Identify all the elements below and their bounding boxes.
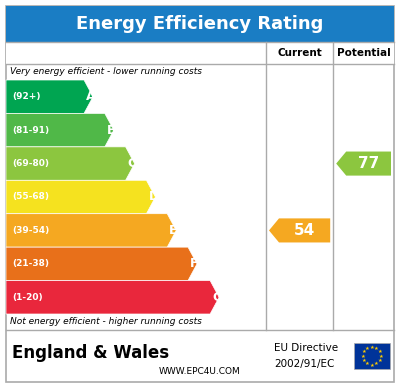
Text: (92+): (92+) — [12, 92, 40, 101]
Text: ★: ★ — [378, 349, 382, 354]
Text: ★: ★ — [379, 353, 383, 359]
Polygon shape — [6, 247, 197, 281]
Polygon shape — [6, 281, 219, 314]
Text: Potential: Potential — [337, 48, 390, 58]
Bar — [6, 6, 394, 42]
Text: WWW.EPC4U.COM: WWW.EPC4U.COM — [159, 367, 241, 376]
Text: (21-38): (21-38) — [12, 259, 49, 268]
Text: D: D — [148, 191, 159, 203]
Text: F: F — [190, 257, 198, 270]
Text: ★: ★ — [378, 358, 382, 363]
Text: England & Wales: England & Wales — [12, 344, 169, 362]
Text: ★: ★ — [365, 361, 370, 366]
Polygon shape — [336, 152, 391, 176]
Text: ★: ★ — [370, 345, 374, 350]
Polygon shape — [6, 80, 93, 113]
Polygon shape — [6, 113, 114, 147]
Text: Current: Current — [277, 48, 322, 58]
Text: ★: ★ — [365, 346, 370, 351]
Polygon shape — [6, 180, 155, 214]
Text: ★: ★ — [361, 353, 365, 359]
Bar — [6, 42, 394, 64]
Text: ★: ★ — [374, 361, 379, 366]
Polygon shape — [269, 218, 330, 242]
Text: (69-80): (69-80) — [12, 159, 49, 168]
Text: ★: ★ — [362, 358, 366, 363]
Text: ★: ★ — [362, 349, 366, 354]
Text: E: E — [169, 224, 178, 237]
Text: (1-20): (1-20) — [12, 293, 43, 302]
Text: ★: ★ — [374, 346, 379, 351]
Text: C: C — [128, 157, 137, 170]
Text: ★: ★ — [370, 362, 374, 367]
Text: A: A — [86, 90, 96, 103]
Text: EU Directive: EU Directive — [274, 343, 338, 353]
Text: 54: 54 — [294, 223, 315, 238]
Text: Energy Efficiency Rating: Energy Efficiency Rating — [76, 15, 324, 33]
Text: B: B — [107, 124, 116, 137]
Polygon shape — [6, 147, 135, 180]
Text: (39-54): (39-54) — [12, 226, 49, 235]
Text: (81-91): (81-91) — [12, 126, 49, 135]
Text: 77: 77 — [358, 156, 379, 171]
Text: 2002/91/EC: 2002/91/EC — [274, 359, 334, 369]
Text: G: G — [212, 291, 222, 304]
Text: Very energy efficient - lower running costs: Very energy efficient - lower running co… — [10, 68, 202, 76]
Text: Not energy efficient - higher running costs: Not energy efficient - higher running co… — [10, 317, 202, 326]
Text: (55-68): (55-68) — [12, 192, 49, 201]
Polygon shape — [6, 214, 176, 247]
Bar — [354, 343, 390, 369]
